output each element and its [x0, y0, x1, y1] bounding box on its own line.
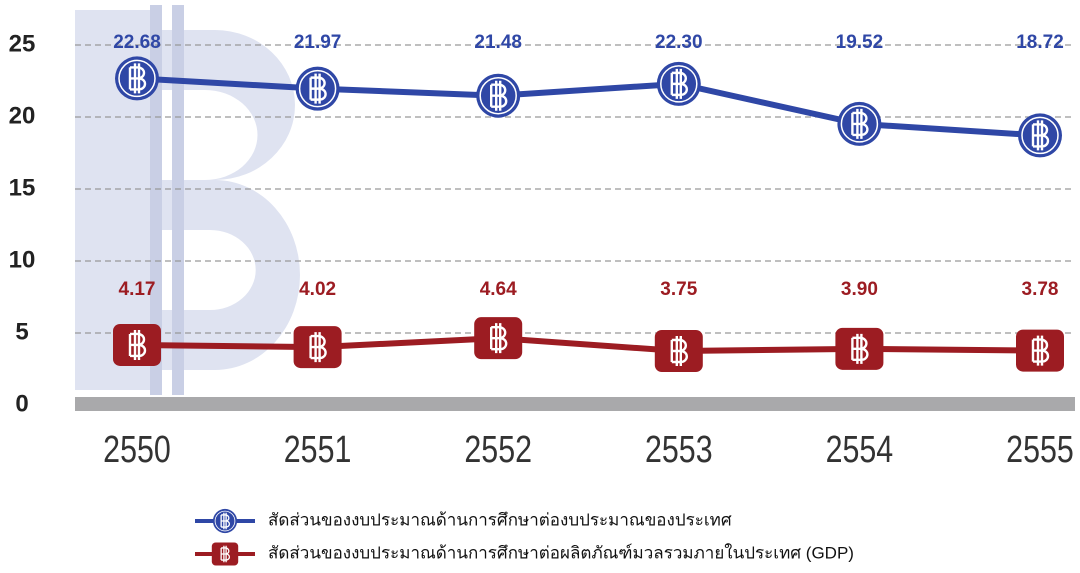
y-tick-label: 5	[15, 318, 28, 345]
x-tick-label: 2551	[284, 429, 352, 471]
baht-icon	[670, 336, 688, 366]
value-label: 3.75	[660, 279, 697, 300]
point-marker	[835, 327, 884, 370]
y-tick-label: 20	[9, 102, 36, 129]
x-tick-label: 2550	[103, 429, 171, 471]
point-marker	[654, 330, 703, 372]
value-label: 22.30	[655, 32, 703, 53]
x-tick-label: 2552	[464, 429, 532, 471]
value-label: 4.64	[480, 279, 517, 300]
y-tick-label: 10	[9, 246, 36, 273]
x-tick-label: 2553	[645, 429, 713, 471]
legend-label: สัดส่วนของงบประมาณด้านการศึกษาต่องบประมา…	[268, 510, 732, 529]
point-marker	[837, 101, 882, 146]
baht-icon	[128, 63, 147, 94]
baht-icon	[309, 332, 327, 363]
baht-icon	[220, 545, 230, 563]
baht-icon	[670, 68, 688, 99]
y-tick-label: 25	[9, 30, 36, 57]
y-tick-label: 0	[15, 390, 28, 417]
y-tick-label: 15	[9, 174, 36, 201]
point-marker	[474, 317, 523, 360]
baht-icon	[1031, 120, 1050, 151]
marker-ring	[298, 69, 337, 108]
series-line	[136, 75, 1041, 139]
point-marker	[115, 56, 159, 101]
marker-ring	[118, 59, 156, 98]
baht-icon	[1031, 335, 1050, 366]
point-marker	[212, 508, 238, 534]
value-label: 18.72	[1016, 32, 1064, 53]
value-label: 21.48	[474, 32, 522, 53]
baht-icon	[309, 73, 327, 104]
value-label: 3.78	[1022, 279, 1059, 300]
marker-ring	[479, 76, 517, 115]
marker-ring	[214, 510, 236, 532]
point-marker	[293, 326, 342, 369]
baht-icon	[851, 108, 869, 139]
x-tick-label: 2554	[826, 429, 894, 471]
marker-ring	[660, 65, 698, 103]
series-line	[136, 335, 1041, 355]
marker-ring	[1021, 116, 1059, 155]
baht-icon	[851, 333, 869, 364]
point-marker	[656, 61, 701, 106]
baseline	[75, 397, 1075, 411]
value-label: 19.52	[836, 32, 884, 53]
point-marker	[113, 323, 161, 366]
value-label: 22.68	[113, 32, 161, 53]
x-tick-label: 2555	[1006, 429, 1074, 471]
baht-icon	[220, 512, 230, 530]
legend-label: สัดส่วนของงบประมาณด้านการศึกษาต่อผลิตภัณ…	[268, 542, 854, 562]
watermark	[75, 5, 300, 395]
point-marker	[295, 66, 340, 111]
point-marker	[1018, 113, 1062, 158]
baht-icon	[490, 323, 508, 354]
value-label: 4.17	[119, 279, 156, 300]
value-label: 4.02	[299, 279, 336, 300]
baht-icon	[128, 329, 147, 360]
marker-ring	[840, 105, 879, 143]
value-label: 21.97	[294, 32, 342, 53]
point-marker	[476, 73, 521, 118]
value-label: 3.90	[841, 279, 878, 300]
point-marker	[1016, 329, 1064, 372]
baht-icon	[490, 80, 508, 111]
point-marker	[211, 542, 239, 566]
